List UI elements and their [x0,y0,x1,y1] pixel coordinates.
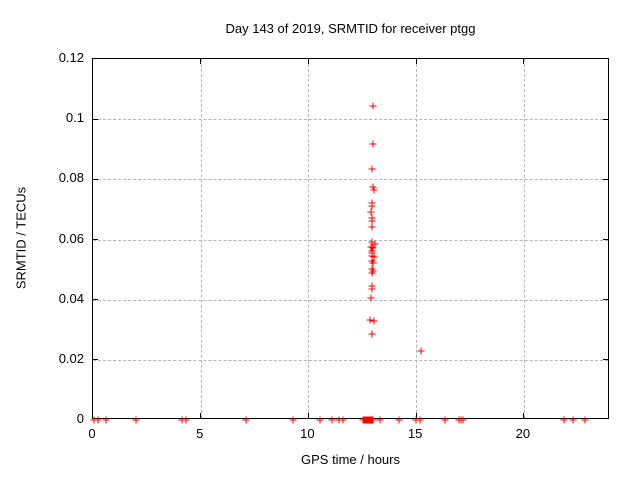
data-point-marker [368,202,376,210]
data-point-marker [368,252,376,260]
data-point-marker [182,416,190,424]
data-point-marker [371,240,379,248]
y-tick-left [93,359,98,361]
data-point-marker [242,416,249,424]
y-tick-right [603,118,608,120]
y-gridline [93,299,608,301]
y-tick-label: 0.06 [58,230,84,246]
data-point-marker [370,317,378,325]
data-point-marker [369,416,377,424]
data-point-marker [369,267,377,275]
y-tick-label: 0.04 [58,290,84,306]
data-point-marker [369,259,377,267]
x-tick-bottom [307,413,309,418]
data-point-marker [367,294,375,302]
y-tick-right [603,299,608,301]
data-point-marker [368,285,376,293]
data-point-marker [581,416,589,424]
data-point-marker [366,316,374,324]
y-tick-label: 0.12 [58,50,84,65]
data-point-marker [376,416,383,424]
data-point-marker [368,165,376,173]
x-tick-label: 0 [88,426,96,441]
x-gridline [523,59,525,418]
data-point-marker [178,416,186,424]
data-point-marker [132,416,140,424]
data-point-marker [369,244,377,252]
y-gridline [93,239,608,241]
data-point-marker [368,269,376,277]
data-point-marker [416,416,424,424]
x-tick-bottom [523,413,525,418]
data-point-marker [369,140,377,148]
data-point-marker [368,238,376,246]
x-tick-bottom [415,413,417,418]
chart-title: Day 143 of 2019, SRMTID for receiver ptg… [225,21,476,36]
y-tick-left [93,118,98,120]
data-point-marker [316,416,324,424]
x-tick-top [415,59,417,64]
data-point-marker [560,416,568,424]
data-point-marker [370,186,378,194]
y-tick-right [603,239,608,240]
x-tick-label: 10 [300,426,315,441]
x-tick-bottom [200,413,202,418]
x-tick-top [523,59,525,64]
x-gridline [200,59,202,418]
x-tick-label: 5 [196,426,204,441]
y-tick-left [93,178,98,180]
x-tick-top [307,59,309,64]
data-point-marker [370,253,378,261]
y-tick-left [93,239,98,240]
y-gridline [93,359,608,361]
data-point-marker [367,243,375,251]
data-point-marker [569,416,577,424]
y-tick-label: 0 [76,411,84,426]
data-point-marker [102,416,110,424]
plot-area [90,58,609,424]
data-point-marker [369,183,377,191]
x-gridline [308,59,310,418]
data-point-marker [368,217,376,225]
data-point-marker [395,416,403,424]
data-point-marker [368,257,376,265]
x-axis-label: GPS time / hours [301,452,400,467]
data-point-marker [368,330,376,338]
data-point-marker [339,416,347,424]
y-tick-right [603,359,608,361]
y-tick-label: 0.08 [58,170,84,186]
data-point-marker [94,416,102,424]
y-tick-right [603,178,608,180]
data-point-marker [335,416,343,424]
data-point-marker [328,416,336,424]
y-tick-label: 0.1 [65,110,84,126]
y-tick-label: 0.02 [58,350,84,366]
y-gridline [93,179,608,181]
data-point-marker [459,416,467,424]
data-point-marker [367,208,375,216]
data-point-marker [417,347,425,355]
x-tick-top [200,59,202,64]
y-gridline [93,119,608,121]
data-point-marker [368,223,376,231]
y-tick-left [93,299,98,301]
data-point-marker [441,416,449,424]
x-gridline [416,59,418,418]
x-tick-label: 15 [407,426,423,441]
data-point-marker [90,416,98,424]
data-point-marker [289,416,297,424]
data-point-marker [369,102,377,110]
x-tick-label: 20 [515,426,531,441]
